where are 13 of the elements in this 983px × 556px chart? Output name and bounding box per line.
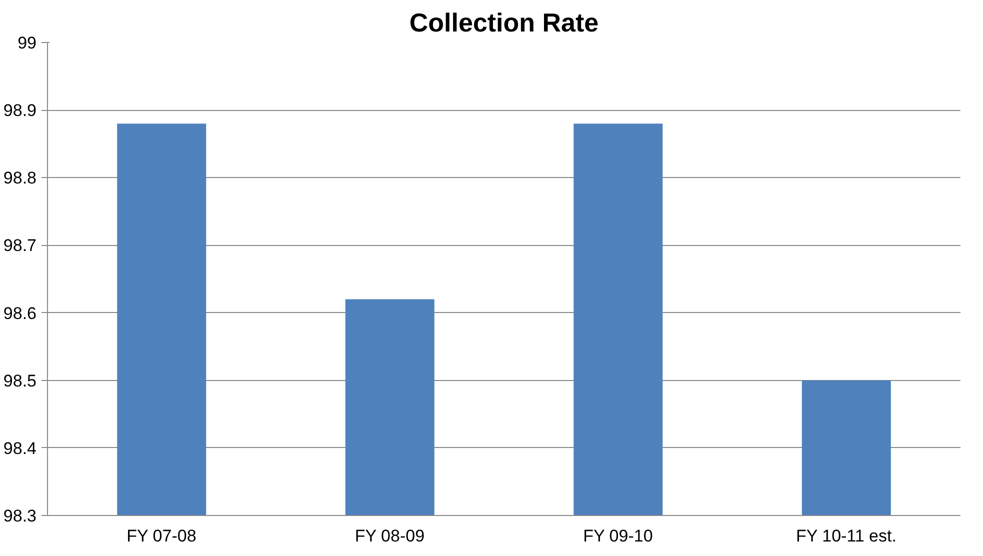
y-tick-label: 99 [18, 34, 37, 52]
x-tick-label: FY 10-11 est. [796, 526, 896, 546]
y-tick-label: 98.5 [3, 371, 37, 390]
x-tick-label: FY 08-09 [354, 526, 425, 546]
x-tick-label: FY 09-10 [583, 526, 653, 546]
y-tick-label: 98.3 [3, 506, 37, 526]
x-tick-label: FY 07-08 [126, 526, 196, 546]
y-tick-label: 98.4 [3, 438, 37, 458]
chart-title: Collection Rate [409, 8, 599, 38]
y-tick-label: 98.7 [3, 236, 37, 256]
y-tick-label: 98.8 [3, 168, 37, 188]
y-tick-label: 98.6 [3, 304, 37, 323]
y-tick-label: 98.9 [3, 101, 37, 120]
